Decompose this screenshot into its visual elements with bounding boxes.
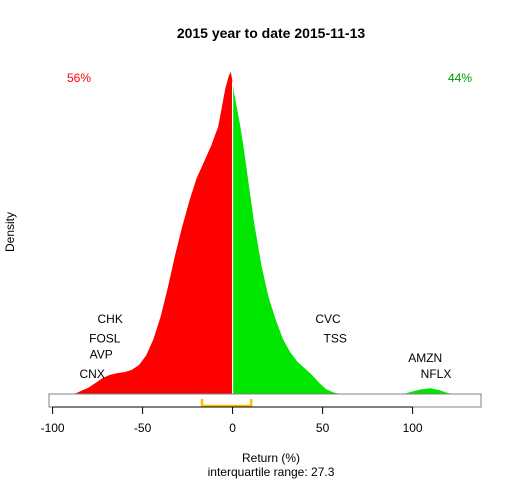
plot-frame xyxy=(48,393,482,408)
x-tick-label: 0 xyxy=(229,421,236,435)
negative-share-label: 56% xyxy=(67,71,91,85)
annotation-fosl: FOSL xyxy=(89,331,121,345)
negative-density-area xyxy=(74,72,233,394)
x-axis: -100 -50 0 50 100 xyxy=(41,406,423,435)
positive-share-label: 44% xyxy=(448,71,472,85)
y-axis-label: Density xyxy=(3,212,17,252)
chart-subtitle: interquartile range: 27.3 xyxy=(208,465,335,479)
density-areas xyxy=(74,72,453,394)
x-axis-label: Return (%) xyxy=(242,451,300,465)
annotation-avp: AVP xyxy=(90,348,113,362)
annotation-chk: CHK xyxy=(98,312,123,326)
iqr-bracket xyxy=(200,399,253,408)
x-tick-label: 50 xyxy=(316,421,330,435)
annotation-cvc: CVC xyxy=(315,312,341,326)
x-tick-label: 100 xyxy=(403,421,423,435)
annotation-nflx: NFLX xyxy=(421,367,452,381)
x-tick-label: -100 xyxy=(41,421,65,435)
ticker-annotations: CHK FOSL AVP CNX CVC TSS AMZN NFLX xyxy=(80,312,452,381)
positive-density-area xyxy=(232,81,453,394)
chart-title: 2015 year to date 2015-11-13 xyxy=(177,25,366,41)
x-tick-label: -50 xyxy=(134,421,152,435)
annotation-tss: TSS xyxy=(324,331,347,345)
iqr-bracket-path xyxy=(200,399,253,408)
annotation-cnx: CNX xyxy=(80,367,105,381)
annotation-amzn: AMZN xyxy=(408,351,442,365)
